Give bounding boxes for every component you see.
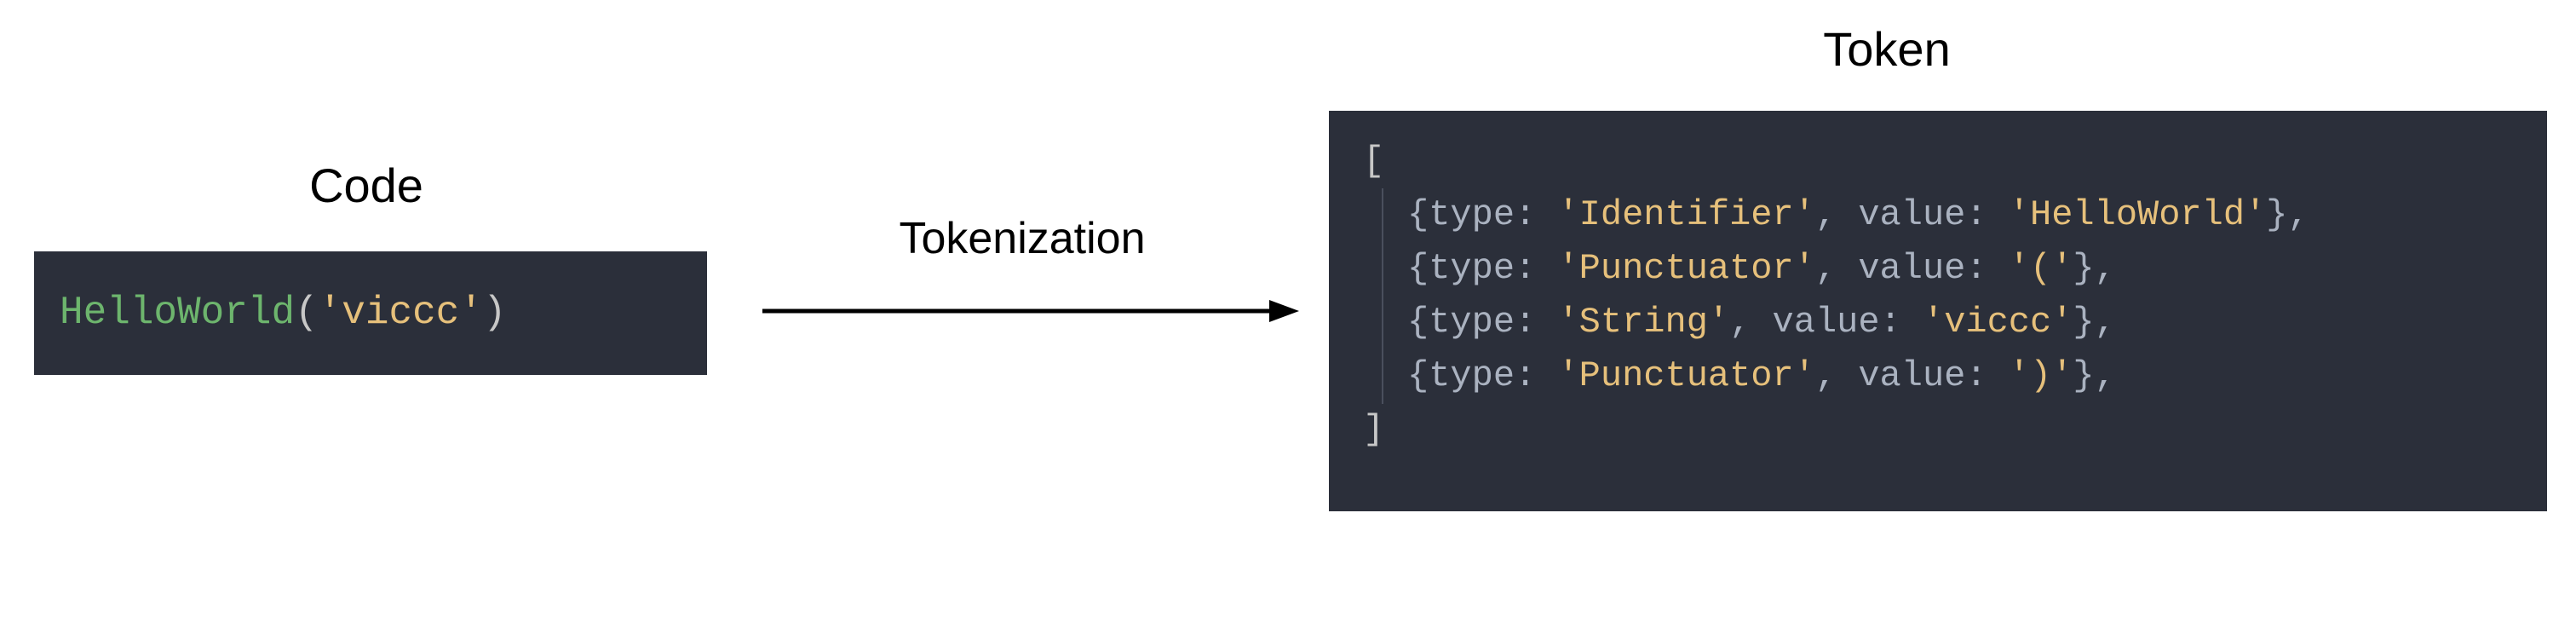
tokenization-arrow-group: Tokenization (733, 213, 1312, 366)
code-open-paren: ( (295, 291, 319, 335)
token-row: {type: 'String', value: 'viccc'}, (1363, 296, 2309, 349)
token-heading: Token (1776, 21, 1998, 77)
arrow-icon (758, 290, 1303, 332)
code-source-block: HelloWorld('viccc') (34, 251, 707, 375)
token-row: {type: 'Punctuator', value: ')'}, (1363, 349, 2309, 403)
code-line: HelloWorld('viccc') (60, 284, 507, 343)
indent-guide (1382, 188, 1383, 404)
token-row: {type: 'Identifier', value: 'HelloWorld'… (1363, 188, 2309, 242)
arrow-label: Tokenization (733, 213, 1312, 264)
code-heading: Code (273, 158, 460, 213)
token-row: {type: 'Punctuator', value: '('}, (1363, 242, 2309, 296)
code-close-paren: ) (483, 291, 507, 335)
code-identifier: HelloWorld (60, 291, 295, 335)
open-bracket: [ (1363, 141, 1384, 182)
close-bracket: ] (1363, 409, 1384, 450)
code-string-literal: 'viccc' (319, 291, 483, 335)
token-output-block: [ {type: 'Identifier', value: 'HelloWorl… (1329, 111, 2547, 511)
